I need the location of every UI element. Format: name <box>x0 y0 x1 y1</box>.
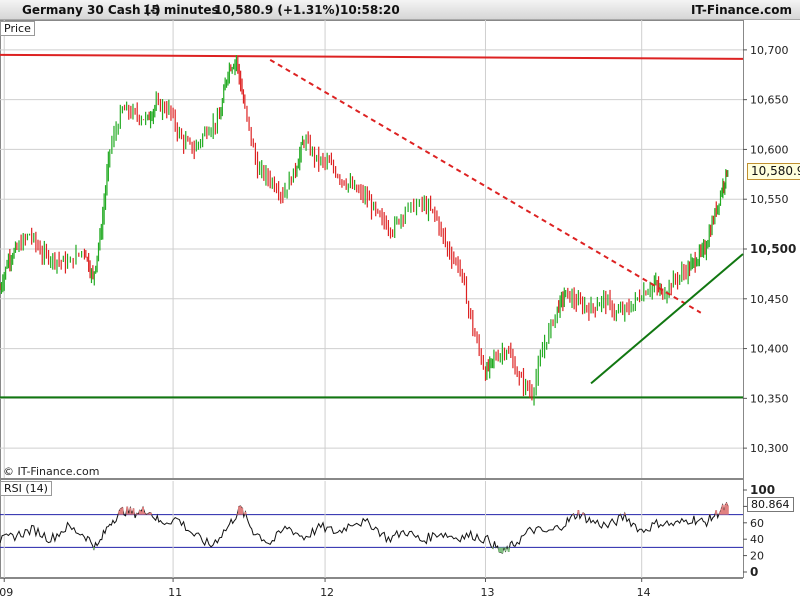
price-tick-label: 10,550 <box>750 193 789 206</box>
header-last-price: 10,580.9 (+1.31%) <box>214 3 341 17</box>
chart-header: Germany 30 Cash (-) 15 minutes 10,580.9 … <box>0 0 800 20</box>
rsi-value-tag: 80.864 <box>747 497 794 512</box>
price-tick-label: 10,600 <box>750 143 789 156</box>
time-tick-label: 14 <box>637 586 651 599</box>
rsi-panel-label: RSI (14) <box>0 481 52 496</box>
time-tick-label: 11 <box>168 586 182 599</box>
rsi-series <box>0 501 729 554</box>
price-tick-label: 10,650 <box>750 94 789 107</box>
price-axis: 10,700 10,650 10,600 10,550 10,500 10,450 10,4… <box>743 44 796 455</box>
rsi-line <box>0 501 729 554</box>
trend-lines <box>269 58 744 385</box>
price-tick-label: 10,400 <box>750 343 789 356</box>
rsi-tick-label: 100 <box>750 483 775 497</box>
price-panel-label: Price <box>0 21 35 36</box>
price-tick-label: 10,450 <box>750 293 789 306</box>
resistance-line <box>0 53 744 60</box>
price-tick-label: 10,350 <box>750 392 789 405</box>
price-grid <box>0 20 744 578</box>
uptrend-line <box>590 253 744 385</box>
price-bars <box>0 55 729 406</box>
rsi-panel-border <box>0 479 744 578</box>
rsi-tick-label: 40 <box>750 533 764 546</box>
price-tick-label: 10,700 <box>750 44 789 57</box>
rsi-tick-label: 60 <box>750 517 764 530</box>
time-tick-label: 13 <box>480 586 494 599</box>
header-time: 10:58:20 <box>340 3 400 17</box>
time-axis: 09 11 12 13 14 <box>0 578 743 599</box>
header-instrument: Germany 30 Cash (-) <box>22 3 161 17</box>
price-tick-label: 10,500 <box>750 242 796 256</box>
header-timeframe: 15 minutes <box>143 3 219 17</box>
rsi-tick-label: 0 <box>750 565 758 579</box>
price-tick-label: 10,300 <box>750 442 789 455</box>
header-brand[interactable]: IT-Finance.com <box>690 3 792 17</box>
watermark: © IT-Finance.com <box>3 465 100 478</box>
time-tick-label: 12 <box>320 586 334 599</box>
current-price-tag: 10,580.9 <box>747 163 800 180</box>
rsi-tick-label: 20 <box>750 550 764 563</box>
time-tick-label: 09 <box>0 586 13 599</box>
price-horizontal-lines <box>0 53 744 399</box>
downtrend-line <box>269 58 702 314</box>
